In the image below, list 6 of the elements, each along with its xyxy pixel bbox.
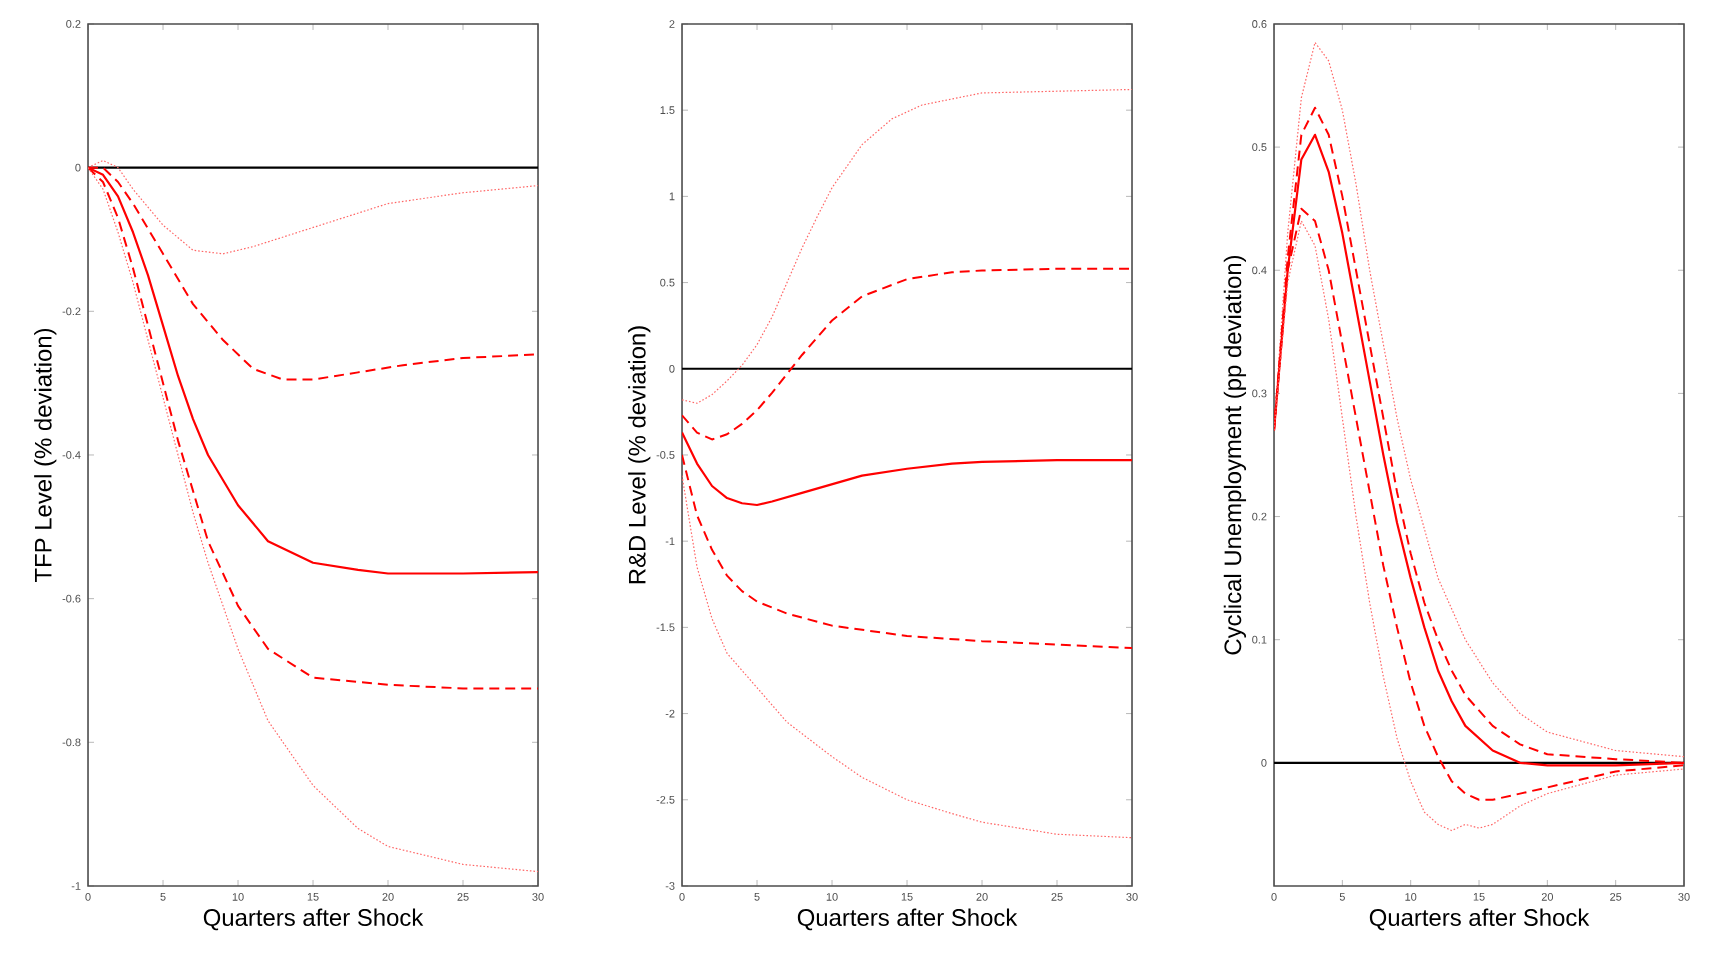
x-axis-title: Quarters after Shock [797,908,1018,931]
x-axis-title: Quarters after Shock [1369,908,1590,931]
y-axis-title: Cyclical Unemployment (pp deviation) [1223,255,1247,655]
y-axis-title: TFP Level (% deviation) [34,328,57,583]
x-axis-title: Quarters after Shock [203,908,424,931]
y-axis-title: R&D Level (% deviation) [628,326,651,584]
